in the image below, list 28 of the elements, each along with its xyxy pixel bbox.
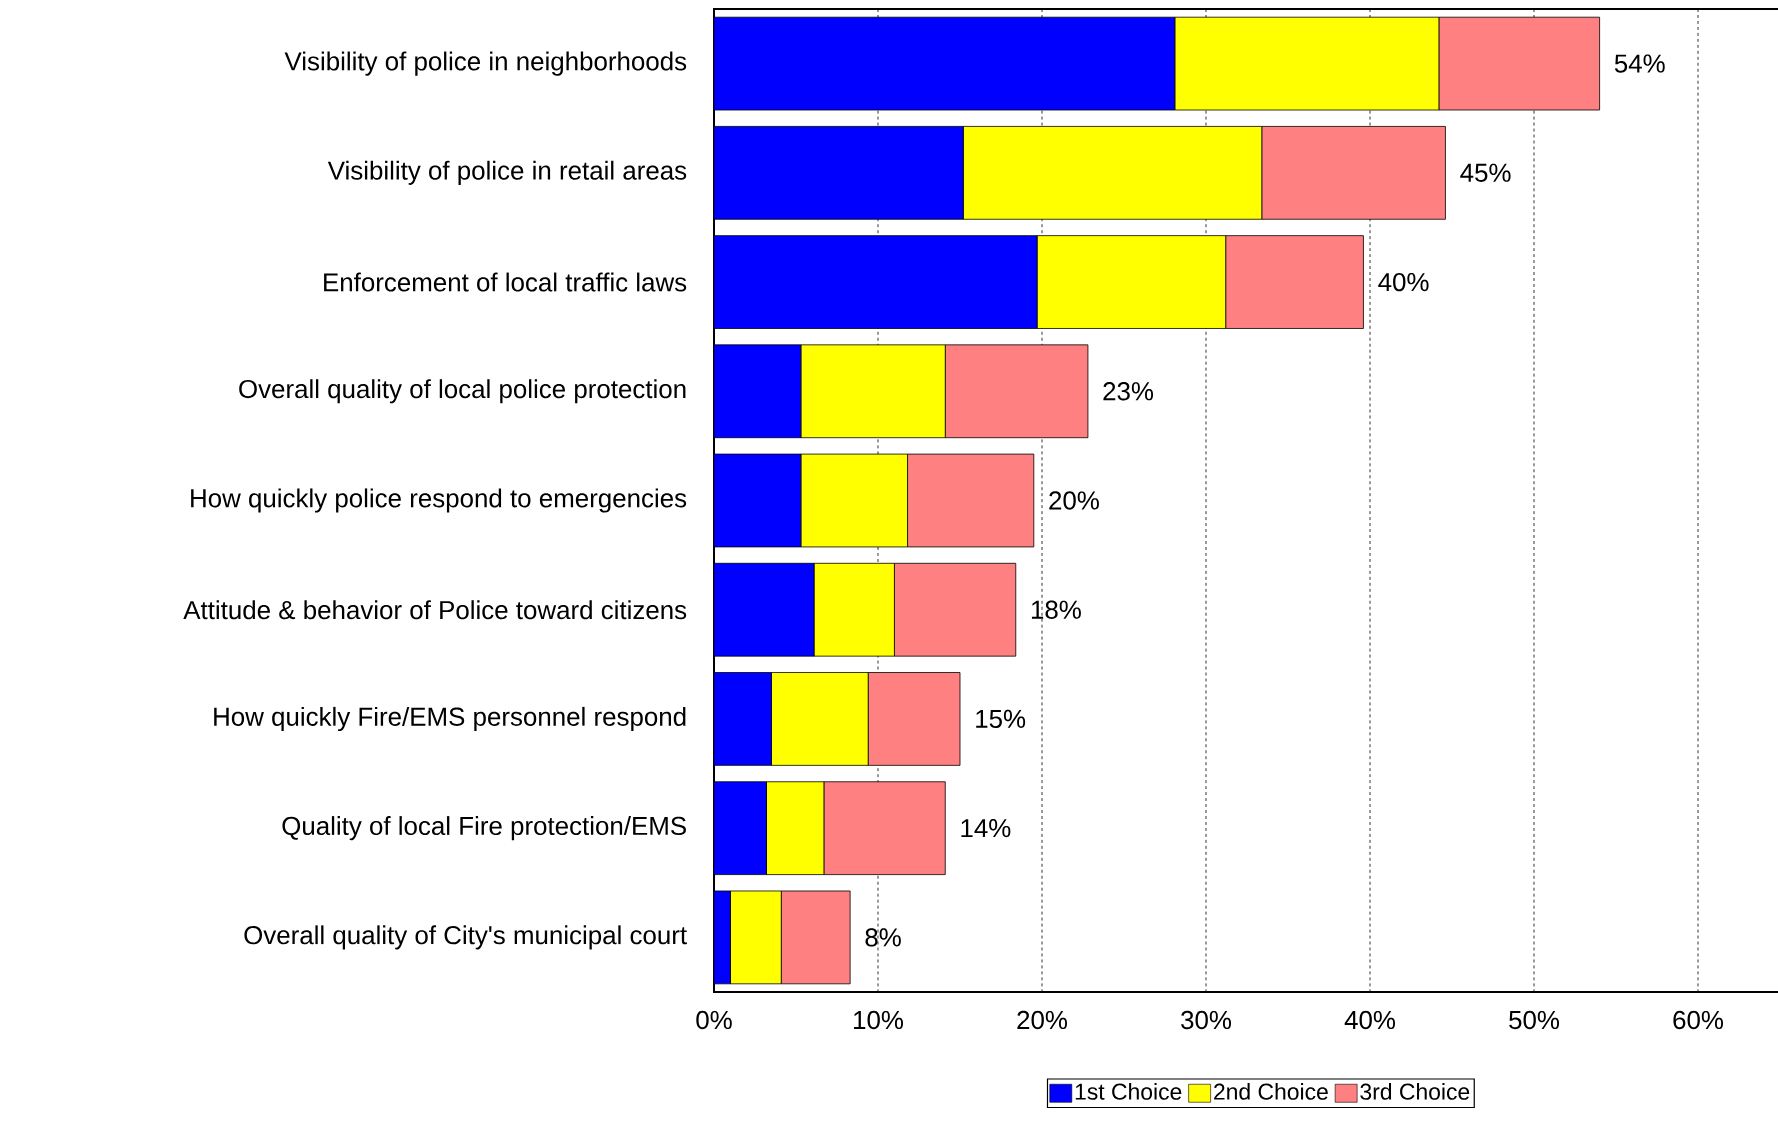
total-label: 54% (1614, 54, 1665, 73)
x-tick-label: 30% (1181, 1010, 1231, 1030)
y-tick-label: Visibility of police in neighborhoods (284, 51, 687, 76)
y-tick-label: Enforcement of local traffic laws (324, 272, 687, 292)
total-label: 45% (1460, 163, 1511, 182)
y-tick-label: How quickly Fire/EMS personnel respond (214, 706, 686, 732)
total-label: 14% (961, 819, 1011, 838)
y-tick-label: Overall quality of local police protection (239, 379, 686, 404)
y-tick-label: Quality of local Fire protection/EMS (282, 816, 686, 841)
x-tick-label: 0% (696, 1010, 732, 1030)
x-tick-label: 60% (1673, 1010, 1723, 1030)
y-tick-label: Overall quality of City's municipal court (244, 925, 687, 950)
y-tick-label: Visibility of police in retail areas (327, 160, 687, 185)
total-label: 40% (1378, 272, 1429, 292)
total-label: 15% (976, 709, 1026, 729)
x-tick-label: 50% (1509, 1010, 1560, 1030)
total-label: 23% (1103, 382, 1154, 401)
x-tick-label: 10% (854, 1010, 903, 1030)
x-tick-label: 40% (1344, 1010, 1395, 1030)
legend-label: 2nd Choice (1214, 1083, 1328, 1100)
x-tick-label: 20% (1017, 1010, 1067, 1030)
legend-label: 1st Choice (1075, 1083, 1182, 1100)
legend-label: 3rd Choice (1360, 1083, 1470, 1100)
y-tick-label: Attitude & behavior of Police toward citizens (183, 600, 687, 620)
total-label: 18% (1031, 600, 1081, 619)
total-label: 8% (865, 928, 901, 947)
y-tick-label: How quickly police respond to emergencies (191, 488, 687, 513)
total-label: 20% (1049, 491, 1099, 510)
